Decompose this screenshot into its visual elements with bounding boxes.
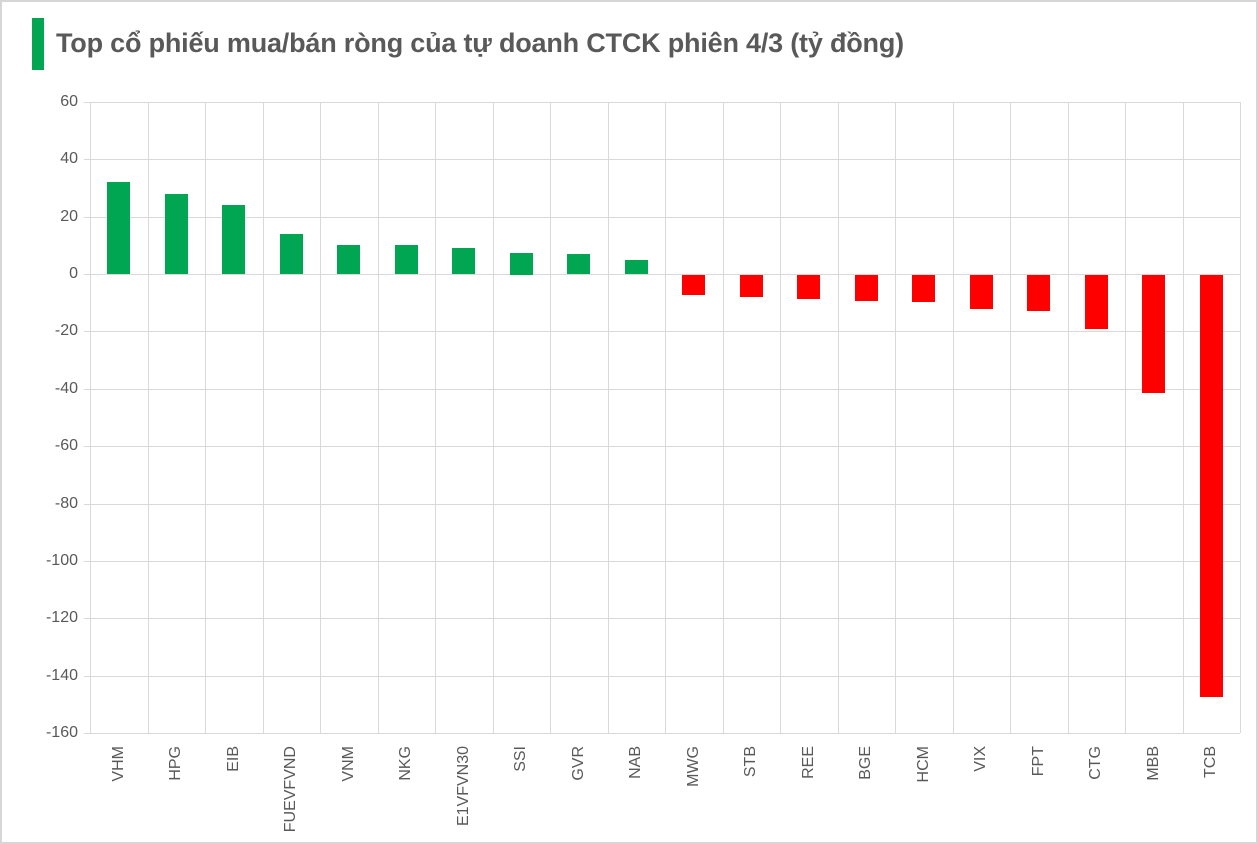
y-axis-tick-label: -80 xyxy=(54,495,78,512)
x-axis-label-SSI: SSI xyxy=(512,746,529,772)
gridline-horizontal xyxy=(84,676,1240,677)
x-axis-label-HCM: HCM xyxy=(915,746,932,783)
gridline-vertical xyxy=(1240,102,1241,733)
chart-title: Top cổ phiếu mua/bán ròng của tự doanh C… xyxy=(56,28,904,58)
gridline-horizontal xyxy=(84,389,1240,390)
gridline-vertical xyxy=(1068,102,1069,733)
gridline-vertical xyxy=(435,102,436,733)
bar-VNM xyxy=(337,245,360,274)
bar-STB xyxy=(740,275,763,297)
gridline-vertical xyxy=(378,102,379,733)
x-axis-label-VHM: VHM xyxy=(110,746,127,782)
gridline-horizontal xyxy=(84,217,1240,218)
gridline-vertical xyxy=(493,102,494,733)
gridline-vertical xyxy=(608,102,609,733)
bar-SSI xyxy=(510,253,533,275)
bar-BGE xyxy=(855,275,878,301)
bar-HCM xyxy=(912,275,935,302)
x-axis-label-HPG: HPG xyxy=(167,746,184,781)
gridline-horizontal xyxy=(84,274,1240,275)
y-axis-tick-label: -40 xyxy=(54,380,78,397)
bar-HPG xyxy=(165,194,188,274)
bar-FUEVFVND xyxy=(280,234,303,274)
gridline-horizontal xyxy=(84,733,1240,734)
y-axis-tick-label: -100 xyxy=(45,552,78,569)
gridline-horizontal xyxy=(84,159,1240,160)
x-axis-label-NKG: NKG xyxy=(397,746,414,781)
x-axis-label-TCB: TCB xyxy=(1202,746,1219,778)
x-axis-label-E1VFVN30: E1VFVN30 xyxy=(455,746,472,827)
gridline-vertical xyxy=(953,102,954,733)
x-axis-label-VIX: VIX xyxy=(972,746,989,772)
bar-EIB xyxy=(222,205,245,274)
y-axis-tick-label: 0 xyxy=(69,265,78,282)
gridline-vertical xyxy=(205,102,206,733)
y-axis-tick-label: -160 xyxy=(45,724,78,741)
x-axis-label-EIB: EIB xyxy=(225,746,242,772)
gridline-horizontal xyxy=(84,331,1240,332)
x-axis-label-VNM: VNM xyxy=(340,746,357,782)
x-axis-label-STB: STB xyxy=(742,746,759,778)
bar-VIX xyxy=(970,275,993,309)
bar-CTG xyxy=(1085,275,1108,329)
gridline-vertical xyxy=(895,102,896,733)
x-axis-label-FUEVFVND: FUEVFVND xyxy=(282,746,299,833)
gridline-horizontal xyxy=(84,446,1240,447)
gridline-vertical xyxy=(1183,102,1184,733)
gridline-horizontal xyxy=(84,561,1240,562)
y-axis-tick-label: -60 xyxy=(54,437,78,454)
x-axis-label-MWG: MWG xyxy=(685,746,702,787)
gridline-horizontal xyxy=(84,102,1240,103)
bar-NKG xyxy=(395,245,418,274)
bar-REE xyxy=(797,275,820,299)
bar-E1VFVN30 xyxy=(452,248,475,274)
x-axis-label-BGE: BGE xyxy=(857,746,874,780)
gridline-vertical xyxy=(1010,102,1011,733)
gridline-vertical xyxy=(665,102,666,733)
gridline-vertical xyxy=(780,102,781,733)
bar-GVR xyxy=(567,254,590,274)
bar-MWG xyxy=(682,275,705,295)
gridline-vertical xyxy=(838,102,839,733)
bar-TCB xyxy=(1200,275,1223,697)
y-axis-tick-label: 20 xyxy=(60,208,78,225)
x-axis-label-GVR: GVR xyxy=(570,746,587,781)
x-axis-label-MBB: MBB xyxy=(1145,746,1162,781)
x-axis-label-NAB: NAB xyxy=(627,746,644,779)
gridline-horizontal xyxy=(84,618,1240,619)
bar-NAB xyxy=(625,260,648,274)
gridline-vertical xyxy=(148,102,149,733)
title-accent-bar xyxy=(32,18,44,70)
y-axis-tick-label: -20 xyxy=(54,322,78,339)
gridline-vertical xyxy=(550,102,551,733)
x-axis-label-FPT: FPT xyxy=(1030,746,1047,777)
bar-MBB xyxy=(1142,275,1165,393)
y-axis-tick-label: -140 xyxy=(45,667,78,684)
bar-VHM xyxy=(107,182,130,274)
x-axis-label-CTG: CTG xyxy=(1087,746,1104,780)
y-axis-tick-label: -120 xyxy=(45,609,78,626)
gridline-vertical xyxy=(263,102,264,733)
y-axis-tick-label: 40 xyxy=(60,150,78,167)
y-axis-line xyxy=(90,102,91,733)
x-axis-label-REE: REE xyxy=(800,746,817,779)
gridline-vertical xyxy=(1125,102,1126,733)
bar-FPT xyxy=(1027,275,1050,311)
gridline-vertical xyxy=(723,102,724,733)
gridline-horizontal xyxy=(84,504,1240,505)
gridline-vertical xyxy=(320,102,321,733)
y-axis-tick-label: 60 xyxy=(60,93,78,110)
